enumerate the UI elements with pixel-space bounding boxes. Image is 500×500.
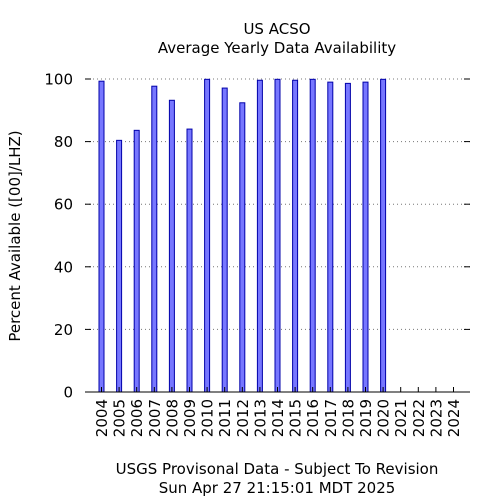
x-tick-label: 2022 [410,399,428,437]
timestamp: Sun Apr 27 21:15:01 MDT 2025 [159,479,396,497]
chart-subtitle: Average Yearly Data Availability [158,39,396,57]
y-tick-label: 80 [54,133,73,151]
bar-2010 [204,78,211,393]
x-tick-label: 2020 [375,399,393,437]
y-axis-label: Percent Available ([00]/LHZ) [6,130,24,341]
x-tick-label: 2017 [322,399,340,437]
y-tick-label: 0 [63,384,73,402]
bar-2005 [116,139,123,393]
bar-2014 [274,78,281,393]
x-tick-label: 2008 [163,399,181,437]
x-tick-label: 2018 [339,399,357,437]
bar-2015 [292,79,299,393]
x-tick-label: 2024 [445,399,463,437]
bar-2016 [309,78,316,393]
bar-2011 [221,87,228,393]
x-axis-label: USGS Provisonal Data - Subject To Revisi… [116,460,439,478]
bar-2009 [186,128,193,393]
x-tick-label: 2004 [93,399,111,437]
x-tick-label: 2023 [427,399,445,437]
x-tick-label: 2010 [199,399,217,437]
bar-2006 [133,129,140,393]
y-tick-label: 60 [54,196,73,214]
x-tick-label: 2019 [357,399,375,437]
x-tick-label: 2014 [269,399,287,437]
x-tick-label: 2013 [251,399,269,437]
y-tick-label: 40 [54,258,73,276]
bar-2019 [362,81,369,393]
x-tick-label: 2006 [128,399,146,437]
x-tick-label: 2015 [287,399,305,437]
y-tick-label: 100 [44,71,73,89]
chart-title: US ACSO [243,20,310,38]
x-axis-ticks: 2004 2005 2006 2007 2008 2009 2010 2011 2012 2013… [93,387,463,437]
x-tick-label: 2009 [181,399,199,437]
x-tick-label: 2021 [392,399,410,437]
bar-2017 [327,81,334,393]
bar-2013 [256,79,263,393]
x-tick-label: 2011 [216,399,234,437]
x-tick-label: 2016 [304,399,322,437]
bar-2018 [344,82,351,393]
bar-2004 [98,80,105,393]
bars [98,78,387,393]
bar-2008 [168,99,175,393]
x-tick-label: 2007 [146,399,164,437]
x-tick-label: 2012 [234,399,252,437]
y-tick-label: 20 [54,321,73,339]
bar-2007 [151,85,158,393]
y-axis-ticks: 0 20 40 60 80 100 [44,71,470,402]
bar-2020 [380,78,387,393]
bar-2012 [239,102,246,393]
x-tick-label: 2005 [111,399,129,437]
